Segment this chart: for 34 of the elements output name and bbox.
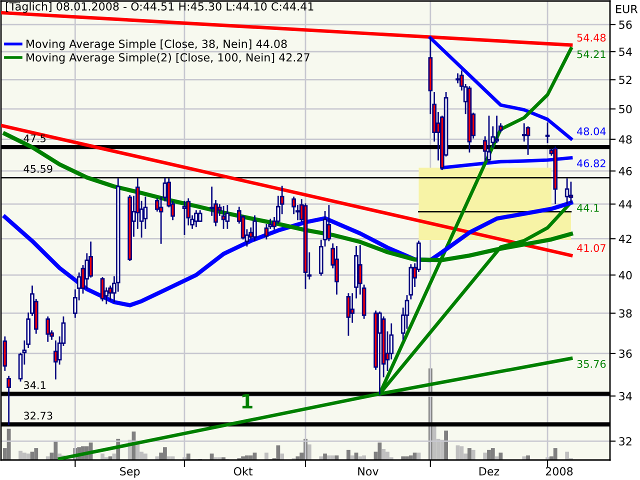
y-tick-label: 54 bbox=[619, 48, 632, 56]
annotation: 44.1 bbox=[577, 204, 599, 212]
annotation: 54.48 bbox=[577, 34, 606, 42]
y-tick-label: 36 bbox=[619, 349, 632, 358]
y-tick-label: 50 bbox=[619, 104, 632, 114]
y-tick-label: 38 bbox=[619, 309, 632, 318]
y-tick-label: 48 bbox=[618, 135, 632, 144]
ref-line-label: 47.5 bbox=[24, 134, 46, 142]
x-tick-label: Nov bbox=[358, 467, 378, 476]
ref-line-label: 45.59 bbox=[24, 164, 52, 173]
annotation: 41.07 bbox=[577, 244, 606, 252]
y-tick-label: 32 bbox=[619, 437, 632, 446]
annotation: 48.04 bbox=[577, 127, 606, 136]
ref-line-label: 32.73 bbox=[24, 412, 52, 420]
y-tick-label: 52 bbox=[619, 76, 632, 84]
y-tick-label: 46 bbox=[618, 166, 632, 176]
chart-title: [Täglich] 08.01.2008 - O:44.51 H:45.30 L:44.10 C:44.41 bbox=[6, 2, 314, 13]
y-tick-label: 42 bbox=[618, 234, 632, 243]
annotation: 1 bbox=[242, 394, 252, 408]
annotation: 54.21 bbox=[577, 50, 606, 58]
legend-label: Moving Average Simple [Close, 38, Nein] 44.08 bbox=[26, 39, 287, 50]
x-tick-label: Dez bbox=[479, 467, 500, 476]
y-tick-label: 40 bbox=[618, 271, 632, 280]
y-tick-label: 56 bbox=[619, 20, 632, 29]
legend-label: Moving Average Simple(2) [Close, 100, Nein] 42.27 bbox=[26, 52, 310, 64]
y-axis-title: EUR bbox=[616, 4, 638, 14]
x-tick-label: 2008 bbox=[546, 467, 573, 476]
y-tick-label: 34 bbox=[619, 392, 632, 400]
x-tick-label: Sep bbox=[120, 467, 140, 478]
annotation: 46.82 bbox=[577, 159, 606, 168]
y-tick-label: 44 bbox=[618, 200, 632, 208]
ref-line-label: 34.1 bbox=[24, 381, 46, 390]
x-tick-label: Okt bbox=[234, 466, 253, 476]
annotation: 35.76 bbox=[577, 360, 606, 368]
